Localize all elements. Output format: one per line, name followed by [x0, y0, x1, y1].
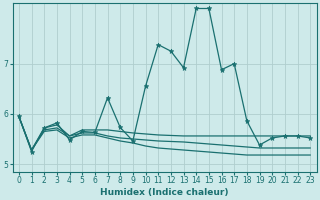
X-axis label: Humidex (Indice chaleur): Humidex (Indice chaleur): [100, 188, 229, 197]
